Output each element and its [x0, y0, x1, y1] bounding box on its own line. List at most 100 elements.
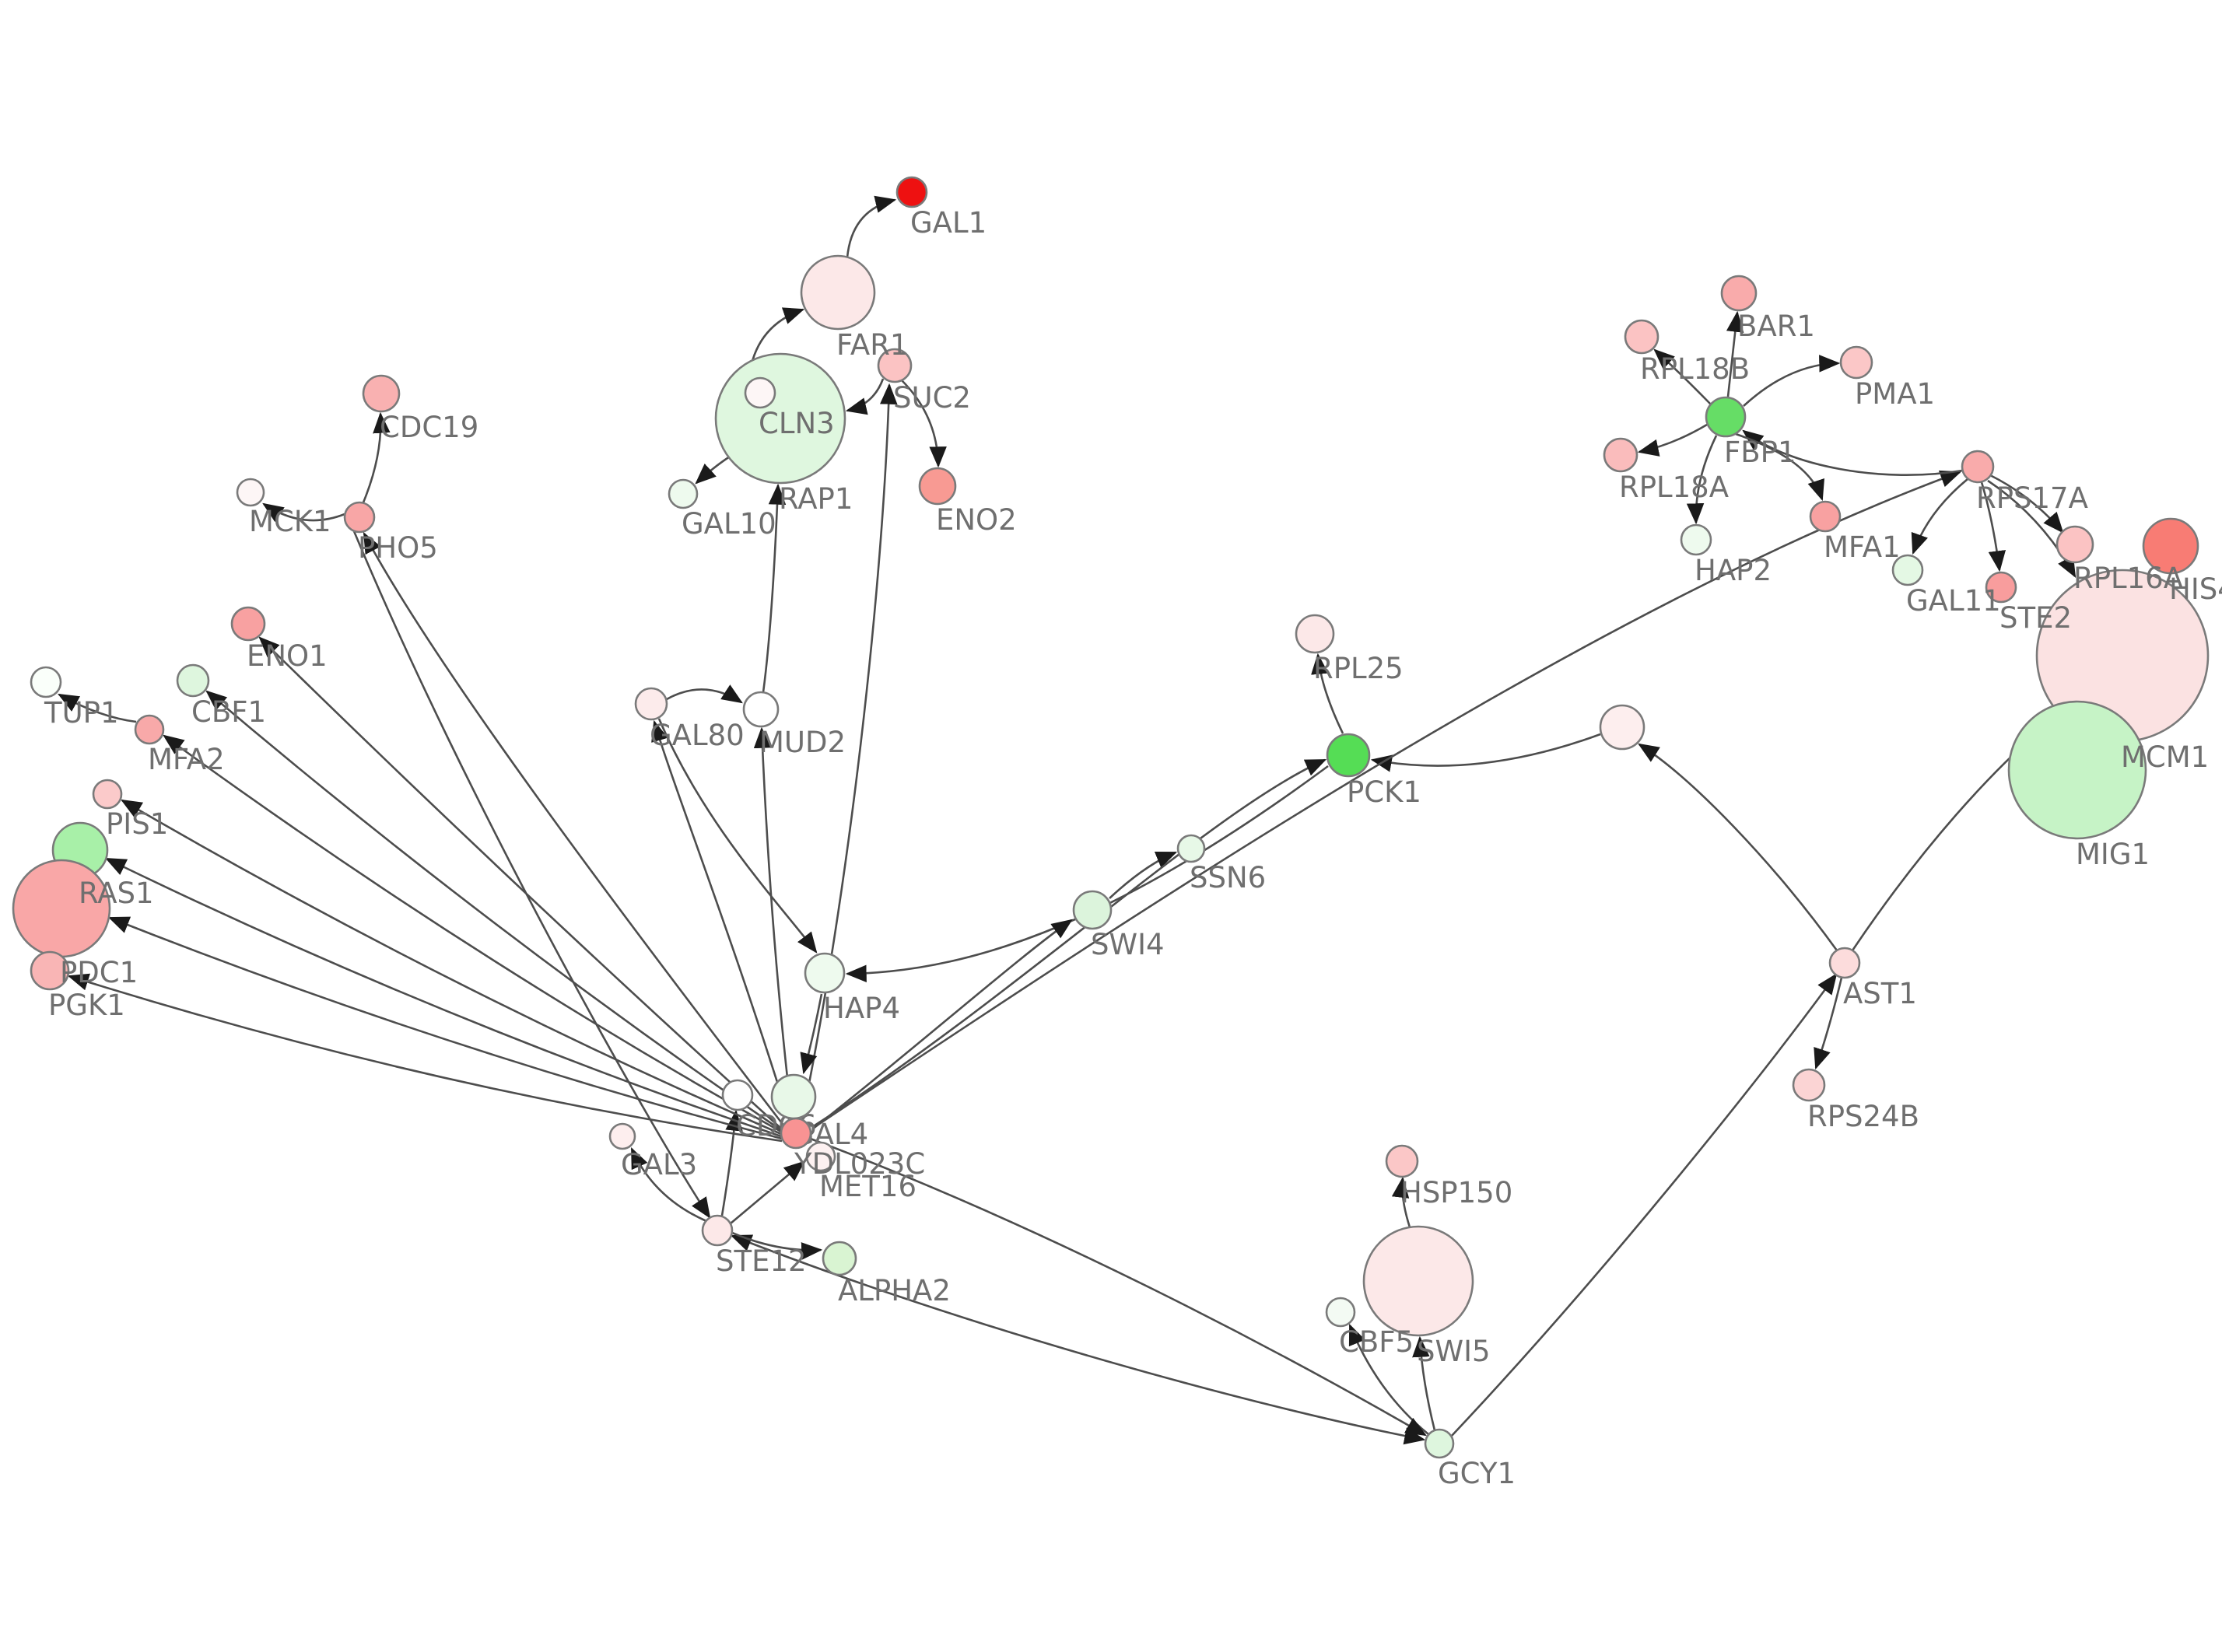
edge-YDL023C-PHO5[interactable]	[363, 532, 786, 1127]
edge-FBP1-BAR1[interactable]	[1726, 310, 1744, 397]
node-ydl023c[interactable]	[780, 1117, 812, 1150]
node-label-swi4: SWI4	[1091, 928, 1165, 961]
node-cdc19[interactable]	[362, 374, 401, 413]
edge-YDL023C-SWI4[interactable]	[811, 919, 1073, 1131]
edge-NODE_X-PCK1[interactable]	[1370, 733, 1601, 772]
edge-MFA2-TUP1[interactable]	[58, 693, 137, 723]
edge-GAL80-MUD2[interactable]	[666, 684, 743, 704]
edge-GAL80-HAP4[interactable]	[657, 718, 818, 954]
node-mck1[interactable]	[236, 478, 265, 507]
edge-PHO5-CDC19[interactable]	[362, 411, 391, 503]
edge-FBP1-RPL18B[interactable]	[1653, 348, 1712, 405]
edge-RAP1-GAL10[interactable]	[695, 455, 731, 485]
node-his4[interactable]	[2142, 517, 2199, 575]
node-gal80[interactable]	[634, 687, 668, 721]
node-gal3[interactable]	[608, 1122, 636, 1150]
edge-PHO5-MCK1[interactable]	[262, 502, 345, 523]
edge-YDL023C-SUC2[interactable]	[801, 383, 898, 1119]
edge-AST1-RPS24B[interactable]	[1814, 977, 1843, 1070]
node-gal4[interactable]	[770, 1073, 817, 1120]
node-eno2[interactable]	[918, 467, 957, 506]
edge-RPS17A-STE2[interactable]	[1980, 481, 2006, 572]
node-suc2[interactable]	[877, 348, 913, 383]
edge-RPS17A-FBP1[interactable]	[1742, 429, 1963, 477]
edge-YDL023C-MUD2[interactable]	[753, 726, 794, 1120]
node-alpha2[interactable]	[822, 1241, 857, 1276]
node-rpl25[interactable]	[1295, 614, 1335, 654]
edge-RPS17A-RPL16A[interactable]	[1989, 474, 2064, 534]
node-pis1[interactable]	[92, 779, 123, 810]
node-pma1[interactable]	[1839, 345, 1873, 380]
node-gcy1[interactable]	[1424, 1428, 1455, 1459]
edge-SUC2-RAP1[interactable]	[845, 378, 885, 415]
node-mfa2[interactable]	[134, 714, 165, 745]
edge-YDL023C-RAS1[interactable]	[104, 857, 782, 1138]
edge-YDL023C-PIS1[interactable]	[121, 799, 782, 1136]
edge-YDL023C-MFA2[interactable]	[163, 734, 782, 1133]
edge-RPS17A-GAL11[interactable]	[1911, 478, 1968, 555]
node-far1[interactable]	[800, 254, 876, 331]
edge-GCY1-AST1[interactable]	[1450, 973, 1838, 1437]
node-pck1[interactable]	[1326, 733, 1371, 778]
node-rpl18b[interactable]	[1624, 319, 1659, 355]
unlabeled-node[interactable]	[1599, 704, 1645, 751]
node-pgk1[interactable]	[30, 950, 70, 991]
edge-FBP1-MFA1[interactable]	[1735, 432, 1824, 502]
node-cbf5[interactable]	[1325, 1297, 1356, 1328]
node-fbp1[interactable]	[1705, 396, 1747, 438]
edge-SWI5-HSP150[interactable]	[1391, 1176, 1411, 1228]
edge-FBP1-HAP2[interactable]	[1686, 435, 1718, 525]
edge-YDL023C-CBF1[interactable]	[205, 690, 782, 1132]
edge-YDL023C-RPS17A[interactable]	[811, 471, 1962, 1130]
edge-HAP4-GAL4[interactable]	[800, 993, 823, 1075]
node-swi4[interactable]	[1072, 890, 1113, 930]
edge-STE12-GAL3[interactable]	[630, 1146, 707, 1223]
node-swi5[interactable]	[1362, 1225, 1474, 1337]
edge-SWI4-SSN6[interactable]	[1109, 851, 1178, 899]
edge-PCK1-RPL25[interactable]	[1311, 653, 1344, 734]
edge-MUD2-RAP1[interactable]	[762, 483, 787, 693]
node-hap2[interactable]	[1680, 523, 1712, 556]
node-rps24b[interactable]	[1792, 1068, 1826, 1102]
edge-FBP1-PMA1[interactable]	[1743, 355, 1841, 407]
node-rps17a[interactable]	[1961, 450, 1995, 484]
node-met16[interactable]	[805, 1141, 836, 1172]
node-cdc6[interactable]	[721, 1079, 754, 1111]
node-gal1[interactable]	[895, 176, 928, 208]
node-cln3[interactable]	[744, 376, 776, 409]
node-gal10[interactable]	[668, 478, 699, 509]
node-eno1[interactable]	[230, 606, 266, 642]
edge-FBP1-RPL18A[interactable]	[1637, 423, 1708, 457]
node-ssn6[interactable]	[1176, 834, 1206, 863]
edge-YDL023C-GCY1[interactable]	[808, 1136, 1427, 1437]
edge-YDL023C-GAL80[interactable]	[651, 719, 790, 1120]
edge-PHO5-STE12[interactable]	[352, 530, 711, 1219]
node-ste2[interactable]	[1985, 571, 2017, 604]
edge-YDL023C-PGK1[interactable]	[67, 973, 783, 1143]
node-mud2[interactable]	[742, 691, 780, 728]
node-ast1[interactable]	[1828, 947, 1861, 979]
node-hsp150[interactable]	[1385, 1144, 1419, 1178]
edge-FAR1-GAL1[interactable]	[846, 195, 897, 258]
node-ste12[interactable]	[701, 1214, 734, 1247]
node-tup1[interactable]	[30, 666, 62, 698]
node-bar1[interactable]	[1720, 275, 1758, 312]
edge-YDL023C-PCK1[interactable]	[811, 758, 1327, 1129]
node-rpl18a[interactable]	[1603, 437, 1638, 473]
edge-STE12-CDC6[interactable]	[720, 1109, 743, 1216]
edge-STE12-MET16[interactable]	[730, 1160, 805, 1224]
node-cbf1[interactable]	[176, 663, 210, 698]
edge-YDL023C-ENO1[interactable]	[258, 636, 781, 1129]
edge-RPS17A-MCM1[interactable]	[1987, 479, 2077, 578]
node-gal11[interactable]	[1891, 554, 1924, 586]
edge-YDL023C-PDC1[interactable]	[107, 916, 783, 1140]
node-hap4[interactable]	[804, 952, 846, 994]
edge-STE12-ALPHA2[interactable]	[731, 1231, 823, 1260]
node-mfa1[interactable]	[1809, 500, 1842, 533]
edge-SUC2-ENO2[interactable]	[901, 380, 947, 468]
edge-AST1-NODE_X[interactable]	[1638, 743, 1838, 951]
node-rpl16a[interactable]	[2056, 525, 2094, 564]
node-mig1[interactable]	[2007, 700, 2147, 840]
node-pho5[interactable]	[343, 501, 376, 534]
